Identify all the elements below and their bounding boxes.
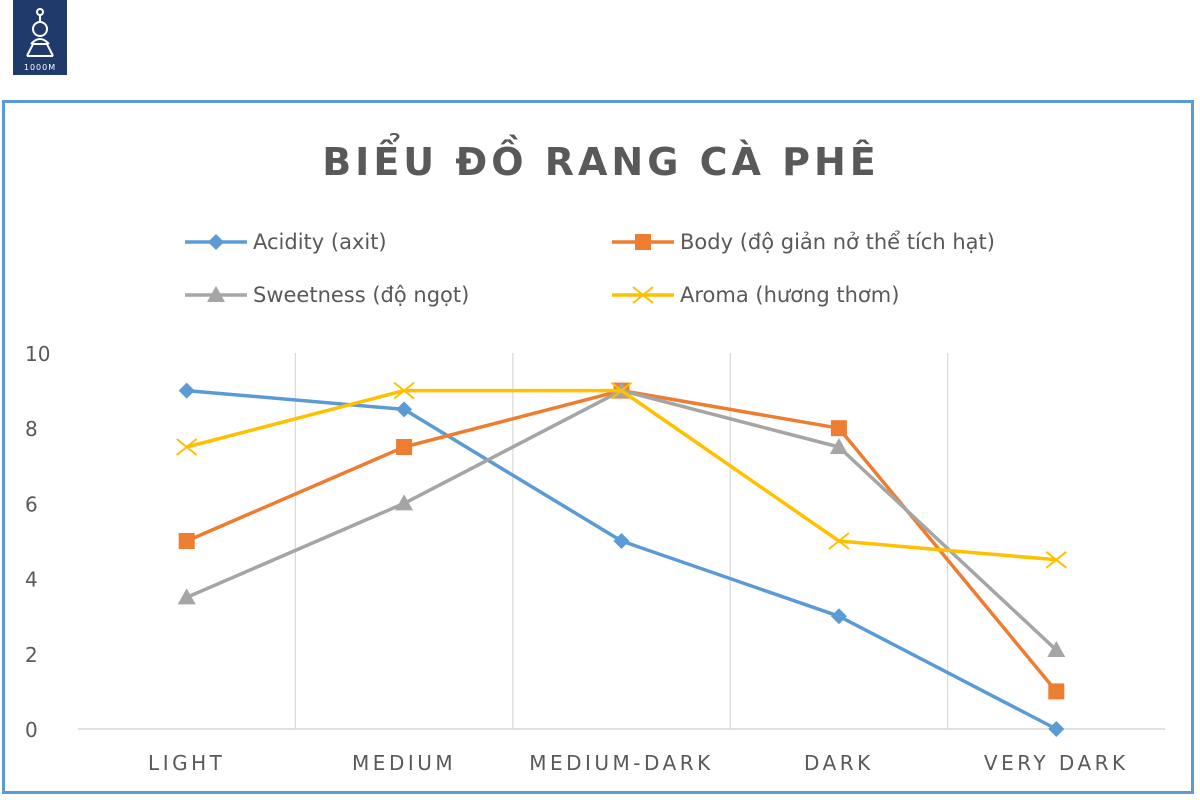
series-triangle (177, 381, 1066, 658)
x-tick-label: DARK (804, 751, 874, 775)
x-tick-label: MEDIUM (352, 751, 456, 775)
data-point (632, 286, 654, 304)
y-tick-label: 2 (25, 643, 38, 667)
legend-item: Aroma (hương thơm) (612, 283, 899, 307)
data-point (178, 533, 195, 549)
data-point (208, 234, 224, 250)
data-point (396, 401, 413, 418)
series-line (186, 388, 1058, 652)
robot-logo-icon (26, 8, 54, 57)
data-point (176, 438, 198, 456)
series-layer (176, 381, 1067, 737)
data-point (828, 532, 850, 550)
data-point (1048, 683, 1065, 700)
legend-label: Aroma (hương thơm) (680, 283, 899, 307)
data-point (1047, 641, 1066, 658)
brand-logo: 1000M (13, 0, 67, 75)
legend-item: Body (độ giản nở thể tích hạt) (612, 230, 995, 254)
axis-layer: 0 2 4 6 8 10 LIGHT MEDIUM MEDIUM-DARK DARK VERY DA… (25, 342, 1165, 775)
legend: Acidity (axit) Body (độ giản nở thể tích … (185, 230, 995, 307)
legend-item: Sweetness (độ ngọt) (185, 283, 469, 307)
logo-text: 1000M (23, 63, 57, 72)
data-point (635, 234, 651, 250)
legend-label: Sweetness (độ ngọt) (253, 283, 469, 307)
data-point (178, 382, 195, 399)
legend-label: Acidity (axit) (253, 230, 387, 254)
data-point (393, 381, 415, 400)
series-x (176, 381, 1067, 569)
grid-layer (294, 353, 949, 729)
data-point (829, 438, 848, 454)
data-point (1045, 551, 1067, 569)
legend-item: Acidity (axit) (185, 230, 387, 254)
series-diamond (178, 382, 1065, 737)
data-point (613, 533, 630, 549)
data-point (395, 494, 414, 511)
y-tick-label: 4 (25, 568, 38, 592)
data-point (830, 420, 847, 437)
legend-label: Body (độ giản nở thể tích hạt) (680, 230, 995, 254)
data-point (610, 381, 633, 400)
data-point (830, 608, 847, 625)
data-point (396, 439, 413, 455)
data-point (207, 286, 225, 302)
series-line (186, 388, 1058, 731)
x-tick-label: LIGHT (148, 751, 225, 775)
y-tick-label: 6 (25, 492, 38, 516)
x-tick-label: MEDIUM-DARK (529, 751, 714, 775)
data-point (177, 588, 196, 605)
coffee-roast-line-chart: 0 2 4 6 8 10 LIGHT MEDIUM MEDIUM-DARK DARK VERY DA… (25, 134, 1165, 775)
y-tick-label: 10 (25, 342, 50, 366)
y-tick-label: 8 (25, 417, 38, 441)
x-tick-label: VERY DARK (984, 751, 1129, 775)
chart-title: BIỂU ĐỒ RANG CÀ PHÊ (322, 134, 880, 184)
chart-frame: 0 2 4 6 8 10 LIGHT MEDIUM MEDIUM-DARK DARK VERY DA… (2, 100, 1194, 794)
y-tick-label: 0 (25, 718, 38, 742)
data-point (1048, 721, 1065, 737)
